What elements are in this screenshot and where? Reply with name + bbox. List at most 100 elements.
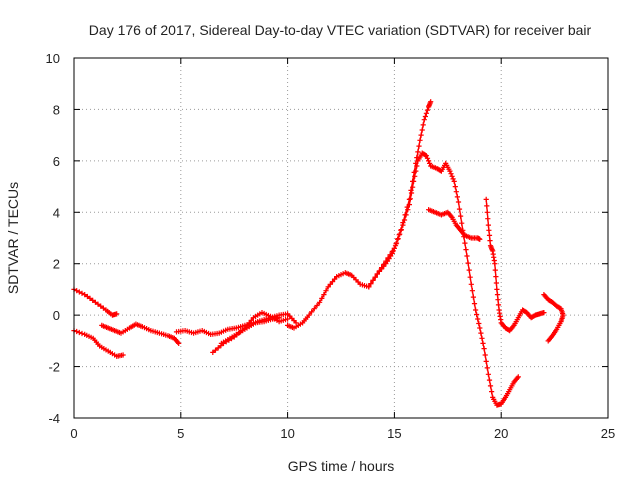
data-point xyxy=(515,374,521,380)
data-point xyxy=(74,328,80,335)
data-point xyxy=(314,302,320,309)
x-tick-label: 5 xyxy=(177,426,184,441)
data-point xyxy=(406,202,412,208)
data-point xyxy=(76,289,82,295)
data-point xyxy=(323,288,329,294)
data-point xyxy=(416,143,422,149)
data-point xyxy=(482,352,488,358)
series-arc-9 xyxy=(426,207,483,242)
data-point xyxy=(317,299,323,305)
data-point xyxy=(319,295,325,301)
data-point xyxy=(487,238,493,244)
data-point xyxy=(87,295,93,301)
x-tick-label: 15 xyxy=(387,426,401,441)
data-point xyxy=(306,312,312,318)
data-point xyxy=(479,335,485,341)
data-point xyxy=(366,284,372,290)
data-point xyxy=(405,207,411,213)
data-point xyxy=(452,184,458,190)
data-point xyxy=(285,316,291,322)
data-point xyxy=(95,301,101,307)
data-point xyxy=(494,286,500,292)
data-point xyxy=(389,250,395,256)
data-point xyxy=(411,178,417,184)
data-point xyxy=(447,168,453,174)
data-point xyxy=(414,163,420,169)
data-point xyxy=(401,217,408,223)
y-tick-label: 4 xyxy=(53,205,60,220)
data-point xyxy=(486,377,493,383)
data-point xyxy=(421,117,427,123)
y-tick-label: -2 xyxy=(48,360,60,375)
data-point xyxy=(454,194,460,200)
series-arc-2 xyxy=(71,328,126,359)
data-point xyxy=(492,267,498,273)
data-point xyxy=(407,196,413,202)
data-point xyxy=(395,236,401,242)
data-point xyxy=(466,267,472,273)
data-point xyxy=(464,253,470,259)
data-point xyxy=(486,227,492,233)
data-point xyxy=(545,338,551,344)
data-point xyxy=(311,306,317,312)
data-point xyxy=(492,261,498,267)
data-point xyxy=(400,222,406,228)
data-point xyxy=(424,155,431,161)
data-point xyxy=(465,260,471,266)
data-point xyxy=(486,232,493,238)
data-point xyxy=(480,340,486,346)
data-point xyxy=(76,329,82,336)
data-point xyxy=(370,277,376,283)
data-point xyxy=(423,110,429,116)
series-arc-6 xyxy=(218,315,282,346)
data-point xyxy=(474,311,480,318)
data-point xyxy=(448,171,454,177)
data-point xyxy=(469,288,475,294)
data-point xyxy=(321,292,327,298)
data-point xyxy=(403,212,409,218)
data-point xyxy=(90,297,96,303)
data-point xyxy=(485,371,491,377)
data-point xyxy=(215,345,221,351)
data-point xyxy=(494,292,501,298)
data-point xyxy=(455,199,462,205)
x-tick-label: 20 xyxy=(494,426,508,441)
data-point xyxy=(481,346,487,352)
y-tick-label: 10 xyxy=(46,51,60,66)
chart-title: Day 176 of 2017, Sidereal Day-to-day VTE… xyxy=(89,22,592,38)
data-point xyxy=(79,330,85,337)
x-tick-label: 0 xyxy=(70,426,77,441)
data-point xyxy=(390,248,396,254)
data-point xyxy=(484,365,490,371)
data-point xyxy=(487,383,494,389)
data-point xyxy=(393,240,400,246)
data-point xyxy=(428,99,434,105)
series-arc-1 xyxy=(71,286,120,318)
data-point xyxy=(98,303,104,309)
data-point xyxy=(398,227,404,233)
data-point xyxy=(462,240,468,246)
data-point xyxy=(418,132,424,138)
data-point xyxy=(453,189,459,195)
data-point xyxy=(413,168,419,174)
series-arc-11 xyxy=(541,292,566,344)
data-point xyxy=(468,281,474,287)
data-point xyxy=(495,297,501,303)
data-point xyxy=(449,173,455,179)
x-tick-label: 25 xyxy=(601,426,615,441)
data-point xyxy=(276,315,282,321)
data-point xyxy=(420,122,426,128)
data-point xyxy=(422,113,428,120)
data-point xyxy=(424,107,431,113)
data-point xyxy=(476,320,482,327)
series-arc-3 xyxy=(99,321,182,346)
data-point xyxy=(212,347,219,353)
data-point xyxy=(485,216,491,222)
data-point xyxy=(541,310,547,316)
data-point xyxy=(79,290,85,296)
data-point xyxy=(475,316,481,322)
data-point xyxy=(473,307,479,313)
data-point xyxy=(478,330,484,336)
